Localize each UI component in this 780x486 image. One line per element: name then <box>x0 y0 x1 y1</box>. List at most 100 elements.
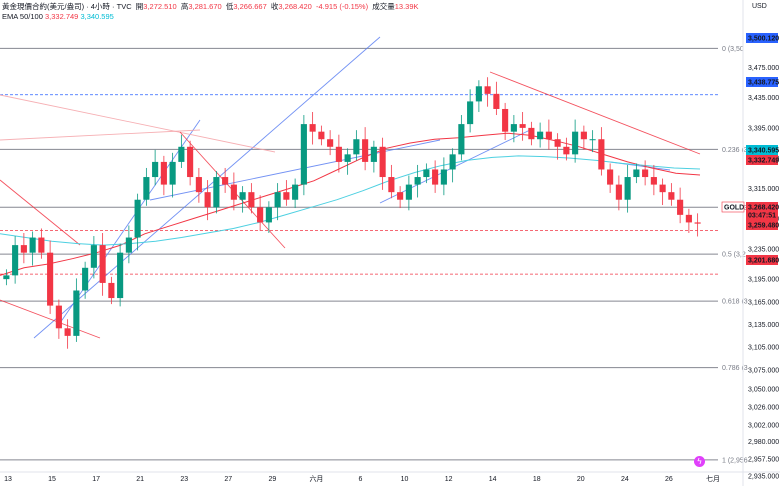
candle-body <box>668 192 675 200</box>
candle-body <box>55 305 62 329</box>
price-tag-bg <box>746 155 778 165</box>
candle-body <box>47 252 54 306</box>
price-tag-bg <box>721 201 745 213</box>
price-tick-label: 3,026.000 <box>748 404 779 411</box>
candle-body <box>615 184 622 200</box>
time-tick-label: 29 <box>268 476 276 483</box>
candle-body <box>449 154 456 170</box>
time-tick-label: 24 <box>621 476 629 483</box>
price-tick-label: 2,957.500 <box>748 456 779 463</box>
candle-body <box>432 169 439 185</box>
trend-line <box>33 36 381 339</box>
candle-body <box>537 131 544 140</box>
time-tick-label: 六月 <box>309 474 323 483</box>
time-tick-label: 26 <box>665 476 673 483</box>
indicator-header[interactable]: EMA 50/100 3,332.749 3,340.595 <box>2 12 114 22</box>
open-label: 開 <box>135 2 144 11</box>
candle-body <box>108 282 115 299</box>
candle-body <box>12 245 19 276</box>
candle-body <box>554 139 561 147</box>
price-tick-label: 3,195.000 <box>748 277 779 284</box>
candle-body <box>117 252 124 299</box>
candle-body <box>265 207 272 223</box>
ema50-line <box>0 132 701 276</box>
price-tag-label: 3,268.420 <box>748 205 779 212</box>
time-tick-label: 23 <box>180 476 188 483</box>
fib-label: 0.236 (3 <box>722 147 748 154</box>
candle-body <box>589 139 596 141</box>
symbol-name[interactable]: 黃金現價合約(美元/盎司) <box>2 2 85 11</box>
candle-body <box>379 146 386 178</box>
price-tick-label: 3,135.000 <box>748 322 779 329</box>
trend-line <box>0 129 201 141</box>
candle-body <box>405 184 412 200</box>
candle-body <box>414 177 421 185</box>
price-tag-bg <box>746 33 778 43</box>
source: TVC <box>116 2 132 11</box>
price-tag-bg <box>746 255 778 265</box>
price-axis[interactable]: 3,475.0003,435.0003,395.0003,355.0003,31… <box>742 0 779 486</box>
candle-body <box>572 131 579 155</box>
candle-body <box>502 108 509 132</box>
price-tag-bg <box>746 220 778 230</box>
candle-body <box>169 161 176 185</box>
price-tag-label: 3,500.120 <box>748 36 779 43</box>
price-tag-label: 3,438.775 <box>748 80 779 87</box>
candle-body <box>397 192 404 200</box>
candle-body <box>484 86 491 94</box>
candle-body <box>370 146 377 162</box>
price-tick-label: 3,395.000 <box>748 125 779 132</box>
candle-body <box>99 245 106 283</box>
candle-body <box>300 124 307 185</box>
candle-body <box>475 86 482 102</box>
candle-body <box>493 93 500 109</box>
candle-body <box>598 139 605 170</box>
candle-body <box>607 169 614 185</box>
time-tick-label: 20 <box>577 476 585 483</box>
time-tick-label: 18 <box>533 476 541 483</box>
candle-body <box>213 177 220 208</box>
candle-body <box>353 139 360 155</box>
trend-line <box>0 299 101 339</box>
volume-value: 13.39K <box>394 2 419 11</box>
candle-body <box>292 184 299 200</box>
fib-label: 0.5 (3,2 <box>722 252 746 259</box>
candle-body <box>677 199 684 215</box>
candle-body <box>152 161 159 178</box>
time-tick-label: 15 <box>48 476 56 483</box>
open-value: 3,272.510 <box>143 2 177 11</box>
candle-body <box>20 245 27 253</box>
candle-body <box>580 131 587 140</box>
time-tick-label: 12 <box>445 476 453 483</box>
candle-body <box>195 177 202 193</box>
flash-icon[interactable]: ϟ <box>694 456 705 467</box>
price-tag-label: 3,340.595 <box>748 148 779 155</box>
interval[interactable]: 4小時 <box>90 2 110 11</box>
price-tick-label: 2,980.000 <box>748 439 779 446</box>
candle-body <box>650 177 657 185</box>
candle-body <box>125 237 132 253</box>
candles <box>3 77 701 349</box>
candle-body <box>423 169 430 178</box>
time-axis[interactable]: 13 15 17 21 23 27 29 六月 6 10 12 14 18 20 24 26 七月 <box>0 471 780 483</box>
time-tick-label: 17 <box>92 476 100 483</box>
candle-body <box>659 184 666 193</box>
candle-body <box>187 146 194 178</box>
time-tick-label: 13 <box>4 476 12 483</box>
candle-body <box>134 199 141 238</box>
candle-body <box>239 192 246 200</box>
price-tick-label: 3,075.000 <box>748 367 779 374</box>
price-tag-label: 3,332.749 <box>748 158 779 165</box>
candle-body <box>82 267 89 291</box>
fib-label: 0.618 (3 <box>722 299 748 306</box>
price-tick-label: 3,235.000 <box>748 246 779 253</box>
trend-line <box>489 71 701 155</box>
price-tag-bg <box>746 77 778 87</box>
time-tick-label: 27 <box>224 476 232 483</box>
candle-body <box>545 131 552 140</box>
price-tag-label: GOLD <box>724 205 744 212</box>
close-label: 收 <box>270 2 279 11</box>
candle-body <box>624 177 631 200</box>
candle-body <box>335 146 342 162</box>
